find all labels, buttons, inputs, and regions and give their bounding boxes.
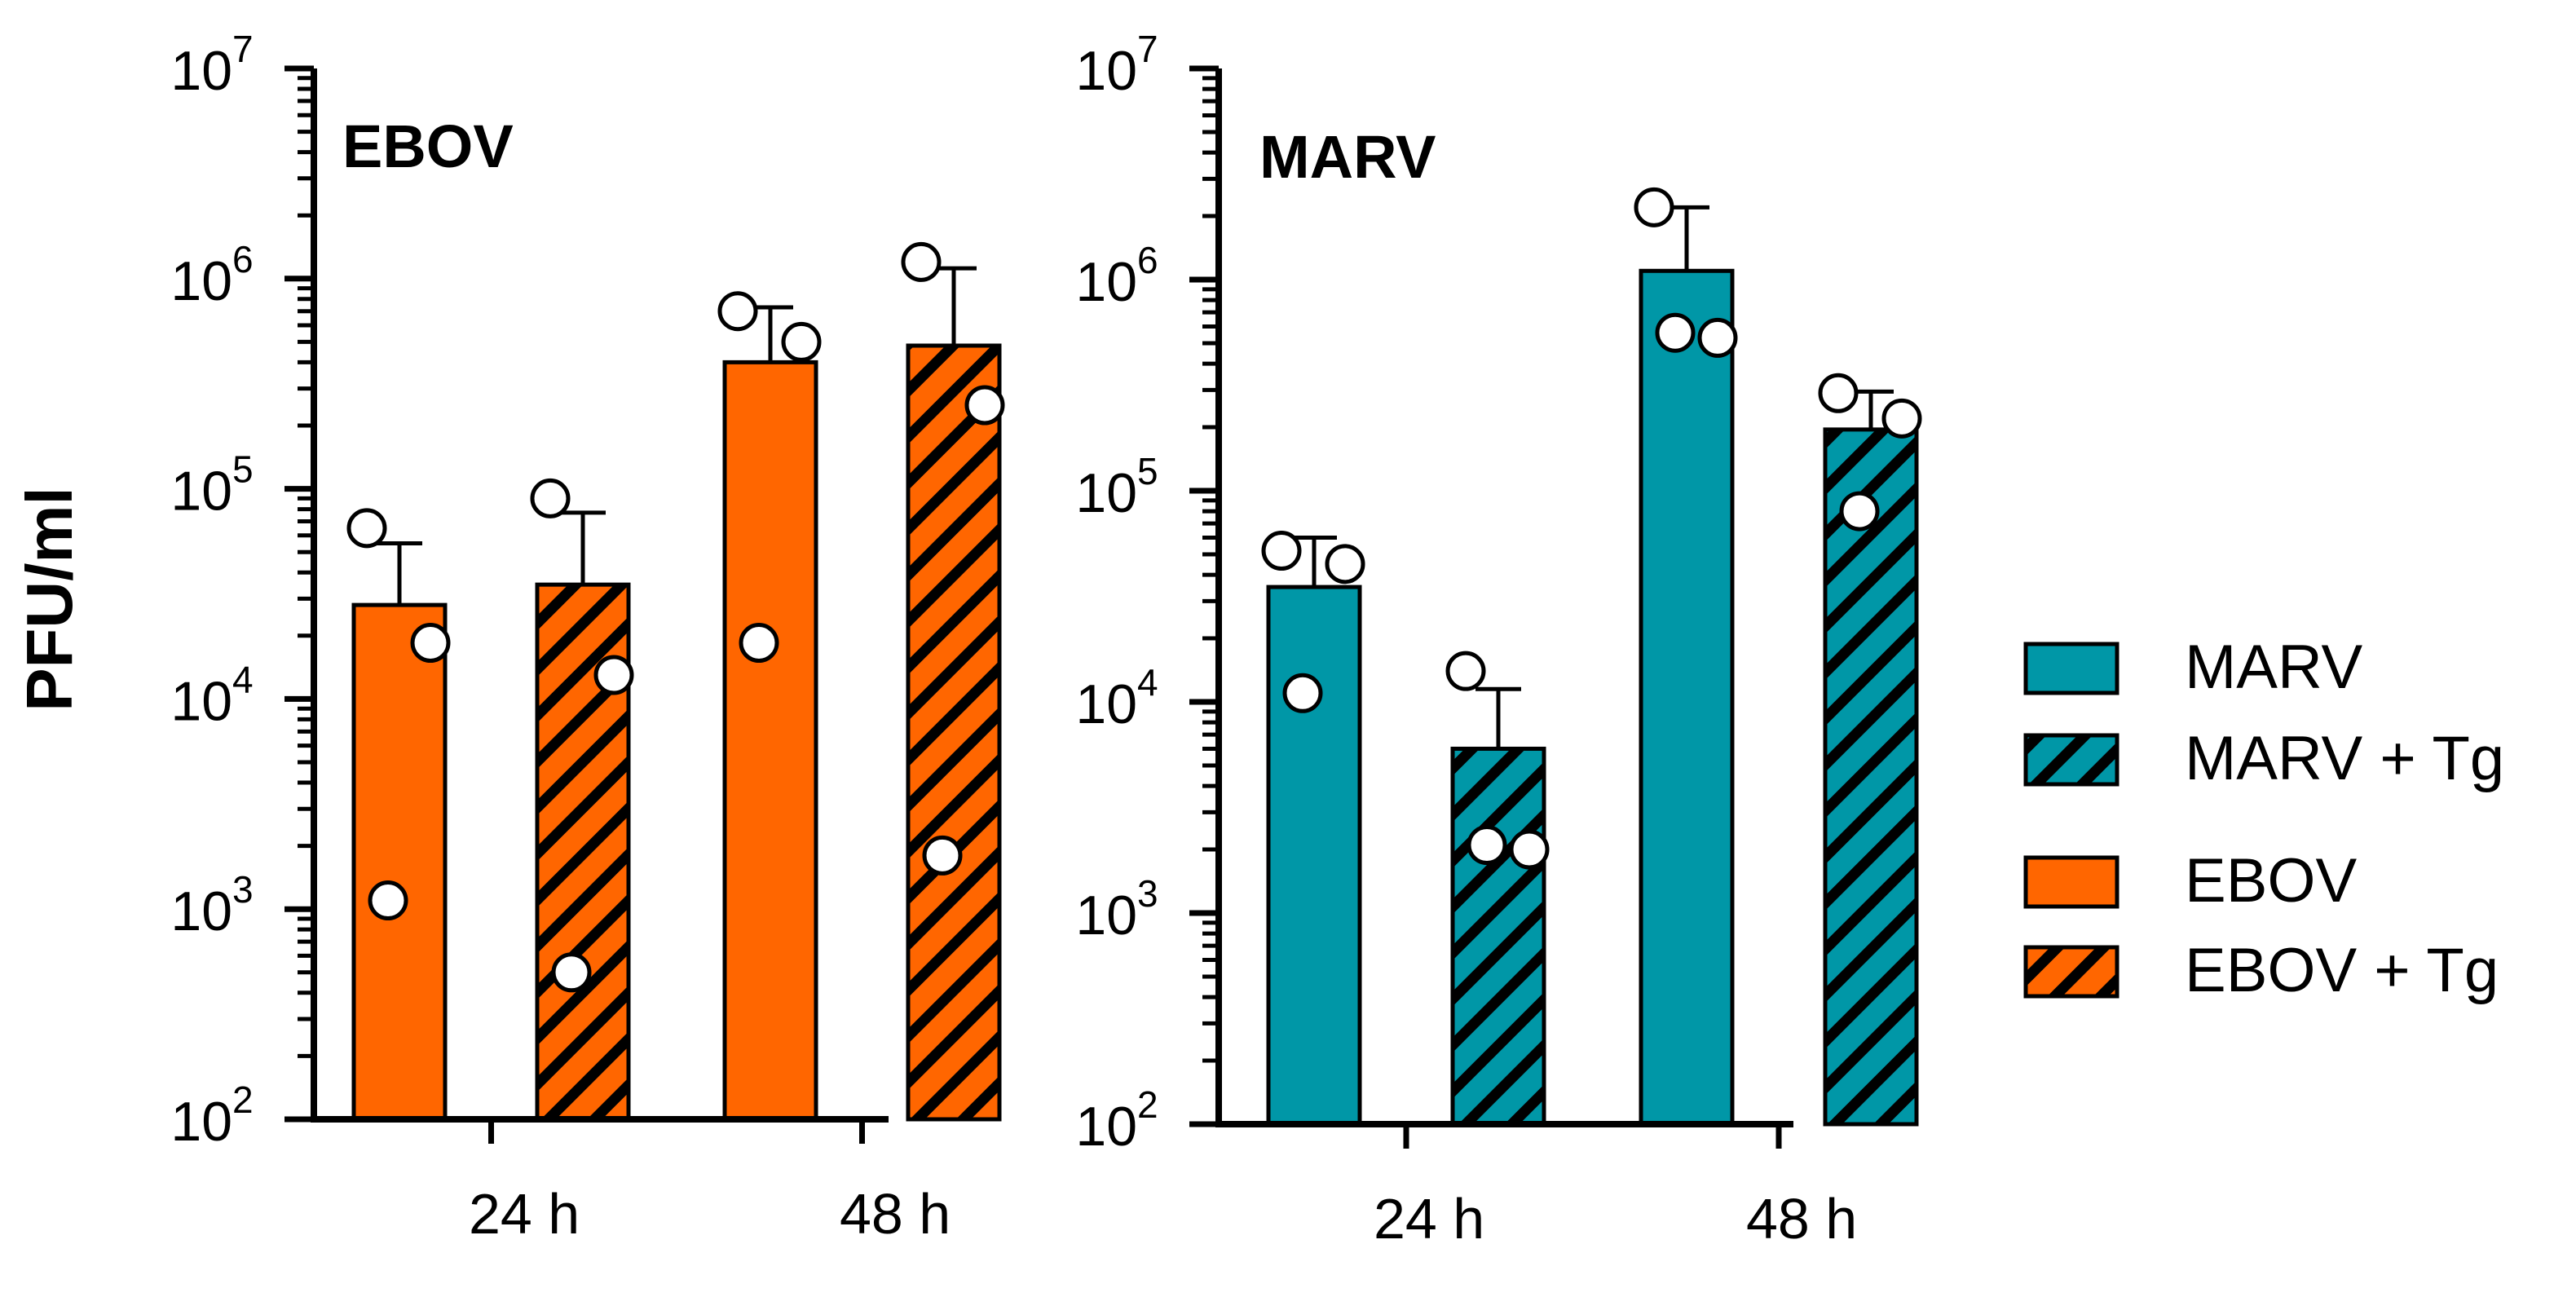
data-point bbox=[530, 478, 571, 518]
data-point bbox=[1445, 651, 1486, 691]
data-point bbox=[1655, 312, 1696, 353]
y-tick-label: 102 bbox=[1075, 1083, 1158, 1158]
y-tick-label: 107 bbox=[170, 28, 253, 102]
legend-label: EBOV + Tg bbox=[2185, 936, 2499, 1005]
y-tick-label: 105 bbox=[170, 448, 253, 523]
panel-marv: MARV 102 103 104 105 106 107 24 h 48 h bbox=[1075, 28, 1922, 1251]
data-point bbox=[717, 291, 758, 332]
bar-hatch bbox=[908, 345, 999, 1119]
legend-item: MARV bbox=[2023, 633, 2363, 702]
y-tick-label: 105 bbox=[1075, 450, 1158, 524]
y-tick-label: 103 bbox=[1075, 872, 1158, 946]
data-point bbox=[1818, 373, 1859, 413]
legend-swatch-hatch bbox=[2026, 735, 2117, 784]
legend-swatch bbox=[2026, 644, 2117, 693]
y-tick-label: 106 bbox=[170, 238, 253, 312]
panel-ebov: EBOV 102 103 104 105 106 107 24 h 48 h bbox=[170, 28, 1005, 1246]
data-point bbox=[1634, 187, 1674, 227]
y-tick-label: 103 bbox=[170, 868, 253, 942]
bar-hatch bbox=[1825, 429, 1917, 1124]
bar bbox=[354, 605, 445, 1119]
bar bbox=[725, 362, 816, 1120]
data-point bbox=[551, 952, 592, 993]
y-tick-label: 104 bbox=[170, 658, 253, 732]
legend-label: MARV bbox=[2185, 633, 2363, 702]
legend-item: EBOV bbox=[2023, 846, 2357, 915]
data-point bbox=[964, 385, 1005, 426]
data-point bbox=[346, 508, 387, 549]
data-point bbox=[1509, 829, 1550, 870]
bar bbox=[1268, 587, 1360, 1124]
bar-outline bbox=[906, 343, 1002, 1122]
legend-swatch-outline bbox=[2023, 733, 2119, 787]
data-point bbox=[368, 880, 408, 921]
bar-outline bbox=[1823, 427, 1919, 1127]
bar-hatch bbox=[1453, 748, 1544, 1124]
x-tick-label: 48 h bbox=[840, 1182, 951, 1246]
legend-item: MARV + Tg bbox=[2023, 724, 2504, 793]
data-point bbox=[1881, 398, 1922, 439]
y-tick-label: 102 bbox=[170, 1079, 253, 1153]
data-point bbox=[593, 655, 634, 695]
y-axis-label: PFU/ml bbox=[13, 487, 86, 712]
data-point bbox=[781, 321, 822, 362]
x-tick-label: 48 h bbox=[1746, 1187, 1857, 1251]
data-point bbox=[1697, 317, 1738, 358]
y-tick-label: 104 bbox=[1075, 661, 1158, 735]
legend-label: MARV + Tg bbox=[2185, 724, 2504, 793]
data-point bbox=[1261, 531, 1302, 571]
x-tick-label: 24 h bbox=[1374, 1187, 1484, 1251]
data-point bbox=[901, 241, 942, 282]
data-point bbox=[739, 623, 779, 664]
legend-swatch-outline bbox=[2023, 642, 2119, 695]
data-point bbox=[1839, 491, 1880, 532]
legend: MARV MARV + Tg EBOV EBOV + Tg bbox=[2023, 633, 2504, 1005]
legend-swatch-outline bbox=[2023, 855, 2119, 909]
legend-item: EBOV + Tg bbox=[2023, 936, 2499, 1005]
bar bbox=[1641, 271, 1732, 1124]
panels: EBOV 102 103 104 105 106 107 24 h 48 h MARV 102 103… bbox=[170, 28, 1922, 1251]
panel-title: EBOV bbox=[342, 112, 514, 180]
data-point bbox=[1282, 673, 1323, 713]
x-tick-label: 24 h bbox=[469, 1182, 580, 1246]
y-tick-label: 107 bbox=[1075, 28, 1158, 102]
legend-swatch-outline bbox=[2023, 945, 2119, 999]
legend-label: EBOV bbox=[2185, 846, 2357, 915]
panel-title: MARV bbox=[1259, 123, 1436, 191]
data-point bbox=[922, 835, 963, 876]
data-point bbox=[410, 623, 451, 664]
data-point bbox=[1325, 544, 1365, 585]
legend-swatch-hatch bbox=[2026, 947, 2117, 996]
legend-swatch bbox=[2026, 858, 2117, 907]
y-tick-label: 106 bbox=[1075, 239, 1158, 313]
data-point bbox=[1467, 825, 1507, 866]
